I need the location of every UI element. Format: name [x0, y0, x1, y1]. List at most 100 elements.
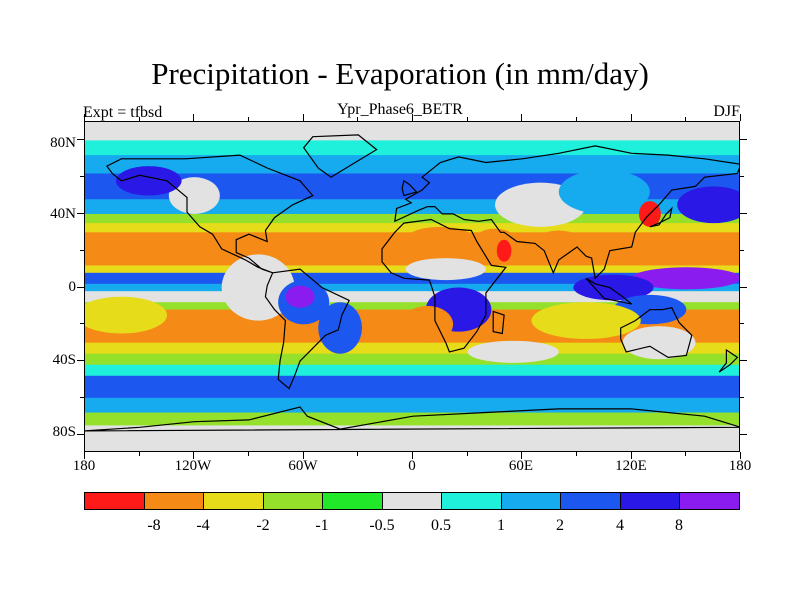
lon-tick-top: [685, 117, 686, 121]
lat-label-40s: 40S: [52, 352, 76, 368]
field-patch-3: [285, 285, 315, 308]
colorbar-box-8: [501, 493, 562, 509]
zonal-band-3: [85, 155, 739, 174]
field-patch-24: [115, 166, 182, 196]
lat-tick-right: [740, 213, 747, 214]
lon-label-180e: 180: [728, 458, 752, 474]
zonal-band-15: [85, 342, 739, 355]
coastline-south-america: [264, 268, 351, 390]
lon-tick: [84, 452, 85, 459]
lon-tick: [193, 452, 194, 459]
lon-tick: [740, 452, 741, 459]
map-title: Precipitation - Evaporation (in mm/day): [151, 56, 649, 91]
colorbar-label-4: -1: [315, 517, 329, 534]
lon-tick: [467, 452, 468, 456]
colorbar-label-7: 1: [497, 517, 505, 534]
field-patch-22: [402, 305, 454, 343]
season-label: DJF: [713, 103, 740, 120]
lat-tick: [80, 176, 84, 177]
coastline-madagascar: [492, 310, 505, 335]
zonal-band-11: [85, 283, 739, 292]
lat-tick-right: [740, 434, 747, 435]
coastline-north-america: [105, 154, 314, 274]
colorbar-label-6: 0.5: [431, 517, 451, 534]
zonal-band-1: [85, 122, 739, 141]
zonal-band-12: [85, 291, 739, 303]
lon-tick: [685, 452, 686, 456]
zonal-band-19: [85, 397, 739, 414]
colorbar-label-10: 8: [675, 517, 683, 534]
coastline-antarctica: [85, 406, 739, 432]
lat-tick-right: [740, 360, 747, 361]
lon-tick-top: [193, 114, 194, 121]
lat-tick-right: [740, 287, 747, 288]
colorbar-label-3: -2: [256, 517, 270, 534]
field-patch-7: [403, 226, 477, 257]
colorbar-box-9: [561, 493, 621, 509]
lon-label-120w: 120W: [174, 458, 212, 474]
lat-tick-right: [740, 397, 744, 398]
lon-tick-top: [84, 114, 85, 121]
lon-tick-top: [467, 117, 468, 121]
field-patch-20: [85, 296, 167, 334]
lon-tick-top: [248, 117, 249, 121]
colorbar-label-8: 2: [556, 517, 564, 534]
lat-tick: [77, 139, 84, 140]
coastline-australia: [620, 307, 693, 359]
field-patch-16: [573, 274, 654, 301]
colorbar-box-3: [204, 493, 264, 509]
lat-tick-right: [740, 250, 744, 251]
lon-tick: [576, 452, 577, 456]
model-label: Ypr_Phase6_BETR: [337, 101, 463, 118]
map-field: [85, 122, 739, 451]
colorbar-box-1: [85, 493, 145, 509]
colorbar-box-10: [620, 493, 681, 509]
lon-tick-top: [740, 114, 741, 121]
lat-label-0: 0: [68, 279, 77, 295]
coastline-indonesia: [585, 277, 633, 305]
lon-tick-top: [357, 117, 358, 121]
field-patch-23: [168, 177, 220, 214]
zonal-band-6: [85, 213, 739, 224]
lon-tick: [357, 452, 358, 456]
lat-tick: [80, 323, 84, 324]
lon-label-60w: 60W: [288, 458, 318, 474]
zonal-band-18: [85, 375, 739, 399]
coastline-japan: [649, 206, 673, 228]
lat-label-40n: 40N: [50, 206, 76, 222]
lon-tick-top: [303, 114, 304, 121]
lon-tick-top: [139, 117, 140, 121]
lat-tick: [77, 360, 84, 361]
lat-tick-right: [740, 139, 747, 140]
lat-tick: [77, 287, 84, 288]
field-patch-12: [558, 169, 650, 214]
colorbar-box-11: [680, 493, 740, 509]
lon-tick-top: [631, 114, 632, 121]
field-patch-14: [677, 186, 739, 224]
lon-label-180w: 180: [72, 458, 96, 474]
colorbar-label-9: 4: [616, 517, 624, 534]
zonal-band-17: [85, 364, 739, 377]
lat-tick: [80, 397, 84, 398]
lat-tick-right: [740, 323, 744, 324]
lon-tick: [303, 452, 304, 459]
zonal-band-7: [85, 223, 739, 233]
colorbar-label-1: -8: [147, 517, 161, 534]
map-panel: [84, 121, 740, 452]
field-patch-15: [631, 267, 739, 290]
field-patch-4: [318, 302, 362, 354]
lat-tick: [77, 434, 84, 435]
colorbar-label-2: -4: [196, 517, 210, 534]
field-patches: [85, 166, 739, 363]
coastline-africa: [381, 218, 508, 353]
lon-tick: [412, 452, 413, 459]
experiment-label: Expt = tfbsd: [83, 104, 163, 121]
lat-tick-right: [740, 176, 744, 177]
lon-tick-top: [576, 117, 577, 121]
lat-tick: [77, 213, 84, 214]
field-patch-18: [531, 302, 641, 339]
zonal-band-16: [85, 353, 739, 366]
lat-tick: [80, 250, 84, 251]
field-patch-1: [221, 254, 295, 321]
lon-tick: [139, 452, 140, 456]
